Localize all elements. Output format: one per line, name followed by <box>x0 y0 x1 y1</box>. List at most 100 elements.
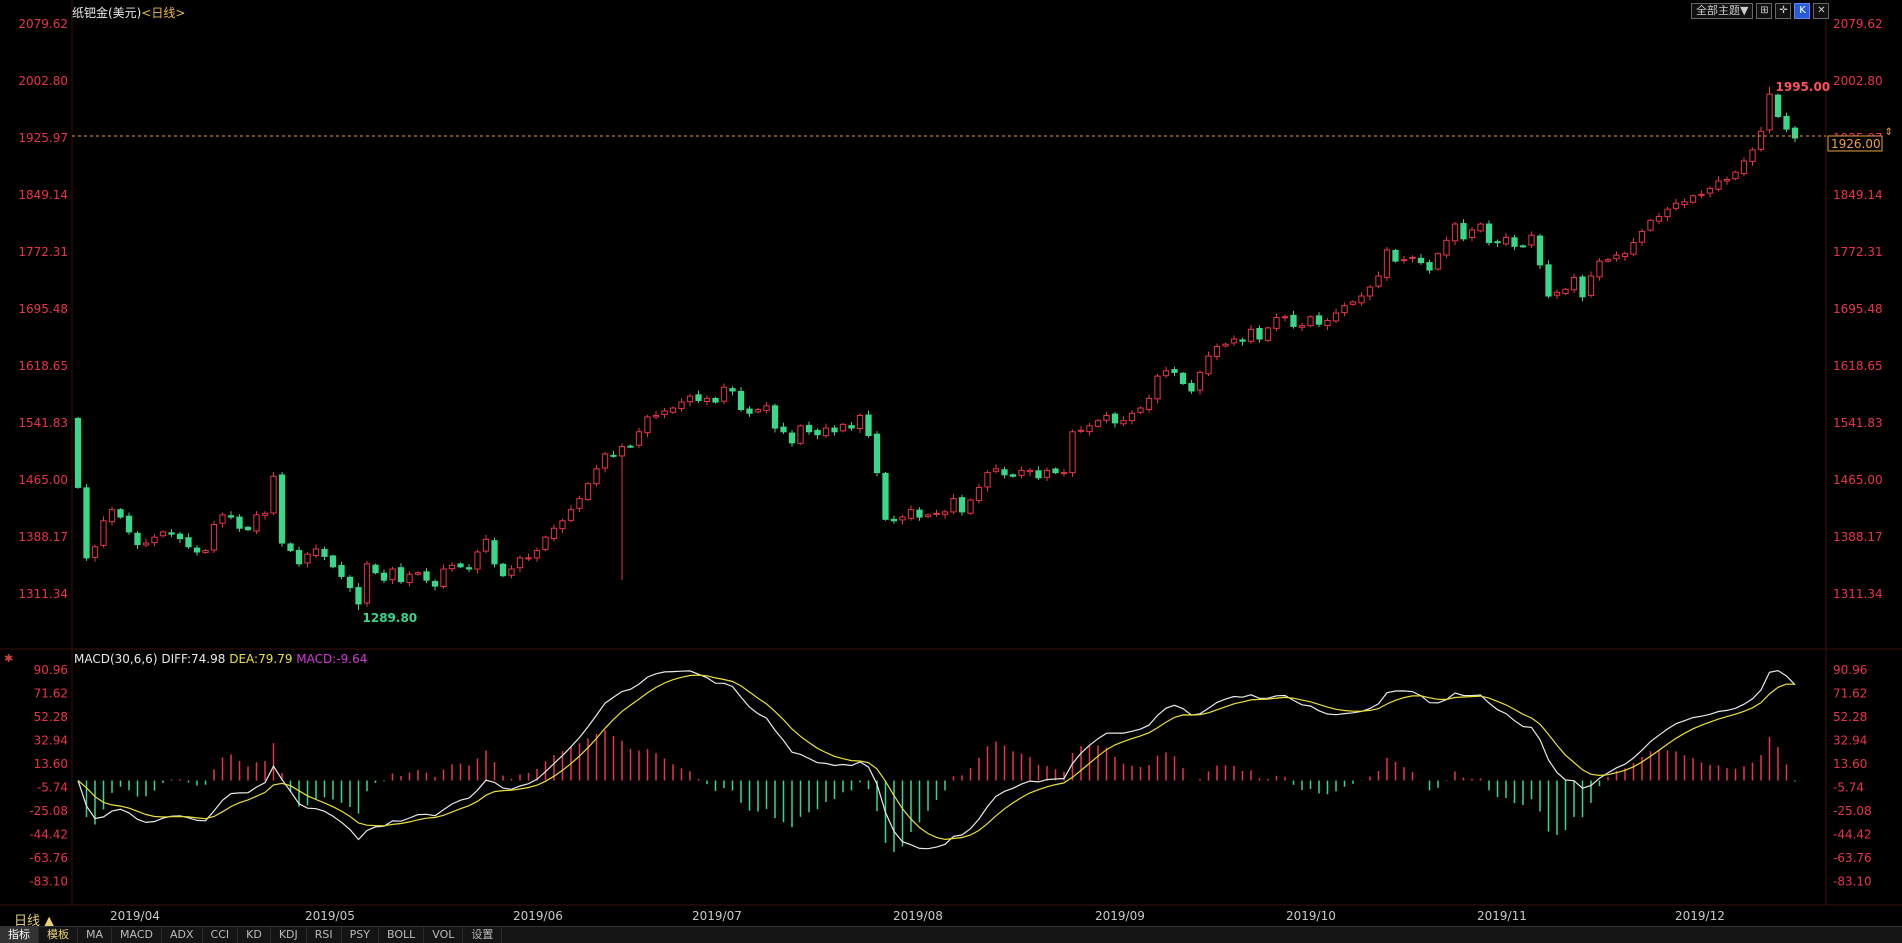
macd-histogram <box>85 730 1796 853</box>
tab-0[interactable]: 指标 <box>0 927 39 943</box>
candle-body <box>1706 187 1714 194</box>
candle-body <box>1120 420 1127 425</box>
candle-body <box>763 405 770 411</box>
period-label[interactable]: <日线> <box>141 6 186 20</box>
price-tick-left: 1772.31 <box>18 245 68 259</box>
candle-body <box>797 425 804 444</box>
tab-11[interactable]: VOL <box>424 927 464 943</box>
candle-body <box>1638 230 1646 243</box>
candle-body <box>100 520 107 546</box>
macd-tick-right: -63.76 <box>1833 851 1872 865</box>
price-axis-left: 2079.62 2002.80 1925.97 1849.14 1772.31 1695.… <box>18 17 68 601</box>
tab-2[interactable]: MA <box>78 927 113 943</box>
candle-body <box>1179 372 1187 385</box>
theme-selector-button[interactable]: 全部主题▼ <box>1691 3 1754 19</box>
candle-body <box>1740 160 1748 174</box>
candle-body <box>1324 319 1331 327</box>
tab-3[interactable]: MACD <box>112 927 162 943</box>
candle-body <box>1434 253 1442 270</box>
candle-body <box>176 533 184 540</box>
candle-body <box>822 427 830 437</box>
candle-body <box>159 531 167 537</box>
candle-body <box>873 433 881 474</box>
x-axis-month-label: 2019/06 <box>513 909 563 923</box>
candle-body <box>1273 317 1280 329</box>
last-price-label: 1926.00 <box>1831 137 1881 151</box>
candle-body <box>1791 127 1799 139</box>
candle-body <box>219 514 226 524</box>
candle-body <box>635 431 643 446</box>
tab-12[interactable]: 设置 <box>463 927 503 943</box>
candle-body <box>559 520 566 530</box>
candle-body <box>210 524 218 551</box>
candle-body <box>329 555 337 568</box>
macd-tick-left: -63.76 <box>29 851 68 865</box>
candle-body <box>134 532 141 546</box>
tab-6[interactable]: KD <box>238 927 271 943</box>
tab-9[interactable]: PSY <box>342 927 379 943</box>
tab-5[interactable]: CCI <box>203 927 239 943</box>
price-tick-left: 2079.62 <box>18 17 68 31</box>
tab-4[interactable]: ADX <box>162 927 203 943</box>
candle-body <box>1485 223 1493 244</box>
candle-body <box>1417 257 1425 264</box>
candle-body <box>1383 249 1391 278</box>
x-axis-month-label: 2019/08 <box>893 909 943 923</box>
candle-body <box>686 395 694 403</box>
candle-body <box>1400 259 1408 262</box>
candle-body <box>1562 288 1569 295</box>
candle-body <box>1239 339 1246 342</box>
candle-body <box>1587 275 1595 296</box>
candle-body <box>933 512 940 515</box>
candle-body <box>74 417 82 488</box>
crosshair-icon[interactable]: ✛ <box>1775 3 1792 19</box>
period-toggle[interactable]: 日线 ▲ <box>14 914 55 929</box>
candle-body <box>1460 223 1467 240</box>
x-axis-month-label: 2019/07 <box>692 909 742 923</box>
candle-body <box>1060 472 1068 475</box>
price-tick-left: 1849.14 <box>18 188 68 202</box>
candle-body <box>916 509 923 518</box>
macd-tick-right: 90.96 <box>1833 663 1867 677</box>
candle-body <box>1001 469 1008 476</box>
tab-1[interactable]: 模板 <box>39 927 78 943</box>
price-tick-right: 2079.62 <box>1833 17 1883 31</box>
tab-8[interactable]: RSI <box>307 927 342 943</box>
candle-body <box>1511 237 1518 247</box>
candle-body <box>227 515 235 518</box>
candle-body <box>1519 245 1527 248</box>
close-icon[interactable]: ✕ <box>1813 3 1830 19</box>
candle-body <box>975 486 983 501</box>
candle-body <box>1477 223 1484 232</box>
price-tick-right: 1618.65 <box>1833 359 1883 373</box>
macd-tick-left: 71.62 <box>34 687 68 701</box>
candle-body <box>1213 345 1221 358</box>
candle-body <box>1018 469 1025 476</box>
tab-7[interactable]: KDJ <box>271 927 307 943</box>
candle-body <box>380 572 388 581</box>
candle-body <box>108 509 116 523</box>
candle-body <box>1392 249 1399 262</box>
expand-icon[interactable]: ⊞ <box>1756 3 1773 19</box>
settings-gear-icon[interactable]: ✱ <box>4 652 14 665</box>
candle-body <box>627 445 634 448</box>
candle-body <box>1247 328 1255 342</box>
macd-header: MACD(30,6,6) DIFF:74.98 DEA:79.79 MACD:-… <box>74 652 367 666</box>
candle-body <box>414 572 422 575</box>
candle-body <box>151 536 158 544</box>
candle-body <box>312 548 320 557</box>
chart-title: 纸钯金(美元)<日线> <box>72 4 186 21</box>
candle-body <box>780 426 787 433</box>
candle-body <box>448 564 456 570</box>
candlestick-series <box>74 86 1799 610</box>
candle-body <box>788 432 796 444</box>
candle-body <box>805 424 813 433</box>
candle-body <box>584 483 592 500</box>
candle-body <box>550 527 558 539</box>
macd-name: MACD(30,6,6) <box>74 652 158 666</box>
kline-mode-icon[interactable]: K <box>1794 3 1811 19</box>
candle-body <box>355 587 362 605</box>
x-axis-month-label: 2019/12 <box>1675 909 1725 923</box>
tab-10[interactable]: BOLL <box>379 927 425 943</box>
